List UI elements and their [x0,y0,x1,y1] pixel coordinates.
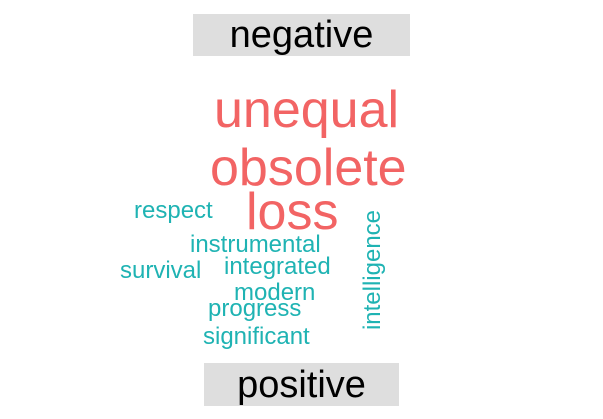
word-integrated: integrated [224,253,331,280]
word-obsolete: obsolete [210,139,407,197]
word-progress: progress [208,295,302,322]
negative-group-label: negative [193,14,410,56]
word-intelligence: intelligence [359,209,386,331]
word-respect: respect [134,197,213,224]
word-modern: modern [234,279,316,306]
word-loss: loss [246,183,339,241]
word-survival: survival [120,257,202,284]
negative-label-text: negative [229,14,374,56]
word-significant: significant [203,323,310,350]
word-instrumental: instrumental [190,231,321,258]
positive-group-label: positive [204,363,399,406]
positive-label-text: positive [237,363,366,406]
word-unequal: unequal [214,81,400,139]
